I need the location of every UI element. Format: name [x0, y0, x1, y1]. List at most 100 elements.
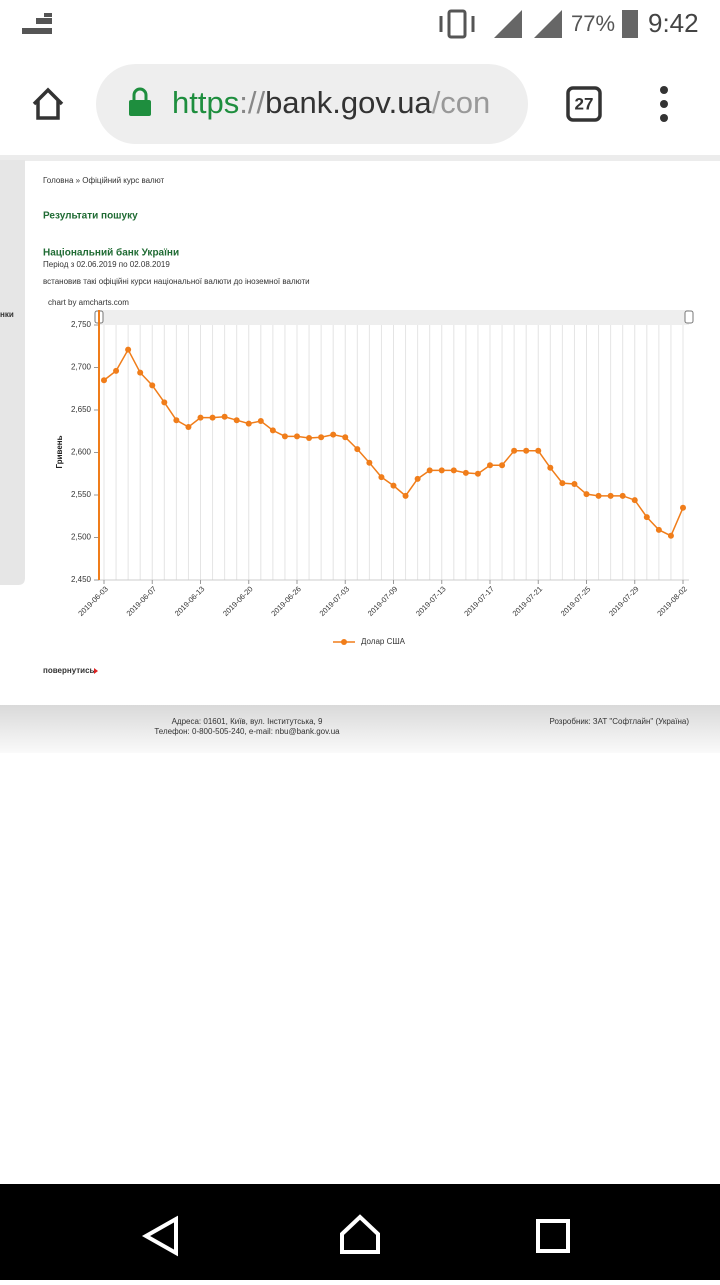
breadcrumb[interactable]: Головна » Офіційний курс валют — [43, 176, 165, 185]
url-path: /con — [432, 85, 491, 120]
back-button[interactable] — [141, 1215, 178, 1257]
chart: 2,450 2,500 2,550 2,600 2,650 2,700 2,750 Гриве… — [55, 310, 689, 646]
battery-icon — [622, 10, 638, 38]
data-point — [257, 418, 264, 425]
legend-label: Долар США — [361, 637, 406, 646]
data-point — [113, 367, 120, 374]
description: встановив такі офіційні курси національн… — [43, 277, 310, 286]
url-field[interactable] — [96, 64, 528, 144]
data-point — [607, 492, 614, 499]
y-tick-label: 2,550 — [71, 490, 92, 499]
data-point — [390, 482, 397, 489]
x-tick-label: 2019-06-03 — [76, 584, 109, 617]
data-point — [559, 480, 566, 487]
data-point — [306, 435, 313, 442]
menu-button[interactable] — [660, 86, 668, 122]
back-arrow — [94, 668, 98, 674]
data-point — [619, 492, 626, 499]
recents-button[interactable] — [536, 1219, 570, 1253]
data-point — [438, 467, 445, 474]
data-point — [535, 447, 542, 454]
y-tick-label: 2,750 — [71, 320, 92, 329]
signal-2 — [534, 10, 562, 38]
scrollbar[interactable] — [99, 310, 689, 325]
y-axis-label: Гривень — [55, 435, 64, 468]
heading: Результати пошуку — [43, 211, 138, 222]
url-scheme: https — [172, 85, 239, 120]
tab-count: 27 — [575, 94, 594, 113]
x-tick-label: 2019-07-09 — [366, 584, 399, 617]
data-point — [330, 431, 337, 438]
footer-address: Адреса: 01601, Київ, вул. Інститутська, … — [172, 717, 323, 726]
x-tick-label: 2019-07-13 — [414, 584, 447, 617]
data-point — [281, 433, 288, 440]
signal-1 — [494, 10, 522, 38]
data-point — [680, 504, 686, 511]
y-tick-label: 2,600 — [71, 448, 92, 457]
bank-name: Національний банк України — [43, 247, 179, 259]
x-tick-label: 2019-07-03 — [318, 584, 351, 617]
tabs-button[interactable] — [566, 86, 602, 122]
data-point — [269, 427, 276, 434]
data-point — [366, 459, 373, 466]
y-tick-label: 2,650 — [71, 405, 92, 414]
data-point — [318, 434, 325, 441]
url: https://bank.gov.ua/con — [172, 85, 490, 120]
nav-bar — [0, 1184, 720, 1280]
x-tick-label: 2019-06-26 — [269, 584, 302, 617]
data-point — [426, 467, 433, 474]
x-tick-label: 2019-06-20 — [221, 584, 254, 617]
status-bar — [0, 0, 720, 50]
url-host: bank.gov.ua — [265, 85, 432, 120]
footer — [0, 705, 720, 753]
data-point — [667, 532, 674, 539]
data-point — [499, 462, 506, 469]
data-point — [631, 497, 638, 504]
data-point — [197, 414, 204, 421]
scroll-handle-right[interactable] — [684, 310, 694, 324]
x-tick-label: 2019-06-13 — [173, 584, 206, 617]
data-point — [547, 464, 554, 471]
toolbar-shadow — [0, 155, 720, 161]
home-button[interactable] — [32, 87, 64, 120]
chart-credit[interactable]: chart by amcharts.com — [48, 298, 129, 307]
data-point — [221, 413, 228, 420]
data-point — [354, 446, 361, 453]
period: Період з 02.06.2019 по 02.08.2019 — [43, 260, 170, 269]
battery-text: 77% — [571, 11, 615, 36]
data-point — [571, 480, 578, 487]
back-link[interactable]: повернутись — [43, 666, 95, 675]
x-tick-label: 2019-07-29 — [607, 584, 640, 617]
clock: 9:42 — [648, 8, 699, 38]
sidebar-fragment: нки — [0, 310, 14, 319]
y-tick-label: 2,450 — [71, 575, 92, 584]
y-tick-label: 2,500 — [71, 533, 92, 542]
data-point — [101, 377, 107, 384]
signal-icon — [22, 13, 52, 34]
x-tick-label: 2019-06-07 — [125, 584, 158, 617]
footer-developer: Розробник: ЗАТ "Софтлайн" (Україна) — [549, 717, 689, 726]
home-nav-button[interactable] — [340, 1214, 380, 1254]
data-point — [149, 382, 156, 389]
data-point — [185, 424, 192, 430]
x-tick-label: 2019-08-02 — [655, 584, 688, 617]
data-point — [402, 492, 409, 499]
data-point — [462, 469, 469, 476]
data-point — [487, 462, 493, 469]
data-point — [414, 475, 421, 482]
footer-phone: Телефон: 0-800-505-240, e-mail: nbu@bank… — [154, 727, 340, 736]
data-point — [233, 417, 240, 424]
data-point — [511, 447, 518, 454]
sidebar — [0, 160, 25, 585]
data-point — [643, 514, 650, 521]
data-point — [161, 399, 168, 406]
url-separator: :// — [239, 85, 265, 120]
data-point — [245, 420, 252, 427]
legend-marker — [341, 639, 347, 645]
vibrate-icon — [439, 9, 475, 39]
data-point — [137, 369, 144, 376]
data-point — [125, 346, 132, 353]
